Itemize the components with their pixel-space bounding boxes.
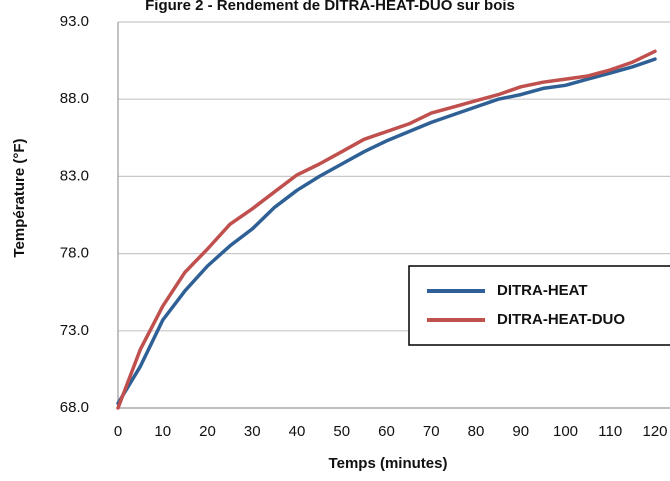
series-line-ditra-heat-duo xyxy=(116,49,657,410)
y-tick-label: 93.0 xyxy=(60,13,89,30)
legend-label-ditra-heat: DITRA-HEAT xyxy=(497,282,588,299)
legend: DITRA-HEAT DITRA-HEAT-DUO xyxy=(408,265,670,346)
legend-box xyxy=(408,265,670,346)
y-tick-label: 83.0 xyxy=(60,167,89,184)
x-axis-title: Temps (minutes) xyxy=(329,455,448,472)
x-tick-label: 120 xyxy=(642,423,667,440)
y-tick-label: 68.0 xyxy=(60,399,89,416)
axes xyxy=(117,22,670,409)
y-tick-label: 88.0 xyxy=(60,90,89,107)
y-tick-labels: 68.0 73.0 78.0 83.0 88.0 93.0 xyxy=(60,13,89,416)
x-tick-label: 70 xyxy=(423,423,440,440)
series-line-ditra-heat xyxy=(116,57,657,406)
x-tick-label: 90 xyxy=(512,423,529,440)
y-tick-label: 73.0 xyxy=(60,322,89,339)
x-tick-label: 30 xyxy=(244,423,261,440)
chart-title: Figure 2 - Rendement de DITRA-HEAT-DUO s… xyxy=(145,0,515,14)
x-tick-label: 60 xyxy=(378,423,395,440)
x-tick-label: 110 xyxy=(598,423,622,440)
y-tick-label: 78.0 xyxy=(60,245,89,262)
x-tick-label: 20 xyxy=(199,423,216,440)
legend-label-ditra-heat-duo: DITRA-HEAT-DUO xyxy=(497,311,625,328)
x-tick-label: 0 xyxy=(114,423,122,440)
x-tick-label: 100 xyxy=(553,423,578,440)
x-tick-label: 50 xyxy=(333,423,350,440)
x-tick-label: 80 xyxy=(468,423,485,440)
x-tick-label: 10 xyxy=(154,423,171,440)
x-tick-labels: 0 10 20 30 40 50 60 70 80 90 100 110 120 xyxy=(114,423,668,440)
x-tick-label: 40 xyxy=(289,423,306,440)
y-axis-title: Température (°F) xyxy=(11,138,28,257)
series-lines xyxy=(116,49,657,410)
